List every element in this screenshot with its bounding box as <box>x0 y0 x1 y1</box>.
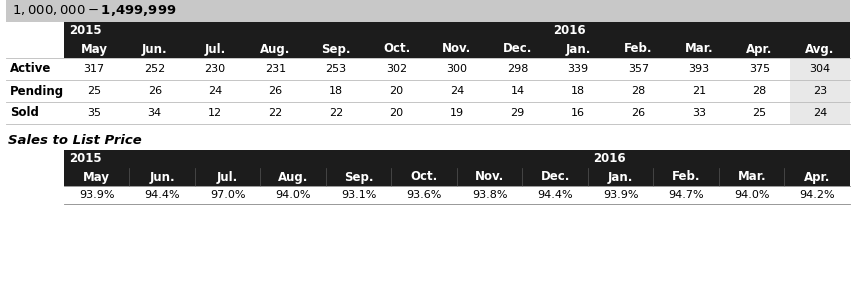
Text: 97.0%: 97.0% <box>210 190 245 200</box>
Text: 94.0%: 94.0% <box>275 190 311 200</box>
Text: 317: 317 <box>84 64 105 74</box>
Text: 94.7%: 94.7% <box>668 190 704 200</box>
Text: 93.8%: 93.8% <box>472 190 507 200</box>
Text: Jun.: Jun. <box>149 171 175 184</box>
Text: 230: 230 <box>205 64 225 74</box>
Text: 2015: 2015 <box>69 152 102 165</box>
Text: 94.4%: 94.4% <box>145 190 180 200</box>
Text: Jan.: Jan. <box>608 171 633 184</box>
Text: Aug.: Aug. <box>278 171 309 184</box>
Text: 25: 25 <box>87 86 101 96</box>
Text: 18: 18 <box>571 86 585 96</box>
Text: Mar.: Mar. <box>737 171 766 184</box>
Text: 19: 19 <box>450 108 464 118</box>
Text: 24: 24 <box>208 86 222 96</box>
Bar <box>6 80 850 102</box>
Text: Sold: Sold <box>10 107 39 120</box>
Text: Oct.: Oct. <box>383 43 411 55</box>
Text: 94.0%: 94.0% <box>734 190 770 200</box>
Text: 300: 300 <box>446 64 468 74</box>
Text: Active: Active <box>10 63 51 75</box>
Text: Jul.: Jul. <box>205 43 225 55</box>
Text: Feb.: Feb. <box>624 43 653 55</box>
Text: 2016: 2016 <box>593 152 626 165</box>
Bar <box>789 102 850 124</box>
Text: 304: 304 <box>809 64 830 74</box>
Text: Oct.: Oct. <box>411 171 438 184</box>
Text: Jun.: Jun. <box>142 43 167 55</box>
Text: Nov.: Nov. <box>442 43 471 55</box>
Text: 93.9%: 93.9% <box>603 190 638 200</box>
Text: 22: 22 <box>329 108 343 118</box>
Text: 34: 34 <box>147 108 162 118</box>
Text: 18: 18 <box>329 86 343 96</box>
Text: Apr.: Apr. <box>804 171 830 184</box>
Text: 298: 298 <box>506 64 528 74</box>
Text: 20: 20 <box>389 86 404 96</box>
Text: Mar.: Mar. <box>685 43 713 55</box>
Text: 339: 339 <box>567 64 589 74</box>
Text: Dec.: Dec. <box>541 171 570 184</box>
Text: 22: 22 <box>268 108 283 118</box>
Text: 28: 28 <box>632 86 645 96</box>
Text: Feb.: Feb. <box>672 171 700 184</box>
Text: 20: 20 <box>389 108 404 118</box>
Text: 26: 26 <box>632 108 645 118</box>
Text: 25: 25 <box>752 108 766 118</box>
Text: Jan.: Jan. <box>566 43 590 55</box>
Text: 94.4%: 94.4% <box>537 190 573 200</box>
Text: May: May <box>81 43 108 55</box>
Text: 35: 35 <box>87 108 101 118</box>
Bar <box>64 22 850 40</box>
Text: 26: 26 <box>268 86 283 96</box>
Text: 231: 231 <box>265 64 286 74</box>
Text: 375: 375 <box>749 64 770 74</box>
Text: Sales to List Price: Sales to List Price <box>8 133 141 147</box>
Text: 93.1%: 93.1% <box>341 190 376 200</box>
Text: Sep.: Sep. <box>321 43 351 55</box>
Bar <box>789 80 850 102</box>
Text: 24: 24 <box>812 108 827 118</box>
Bar <box>64 168 850 186</box>
Bar <box>64 186 850 204</box>
Text: Dec.: Dec. <box>503 43 532 55</box>
Text: 302: 302 <box>386 64 407 74</box>
Text: 93.6%: 93.6% <box>406 190 442 200</box>
Text: Apr.: Apr. <box>746 43 772 55</box>
Text: 357: 357 <box>628 64 649 74</box>
Text: 33: 33 <box>692 108 706 118</box>
Bar <box>6 58 850 80</box>
Text: Nov.: Nov. <box>475 171 505 184</box>
Text: 29: 29 <box>510 108 524 118</box>
Text: Aug.: Aug. <box>261 43 291 55</box>
Text: 393: 393 <box>688 64 710 74</box>
Bar <box>6 0 850 22</box>
Text: Jul.: Jul. <box>217 171 238 184</box>
Text: May: May <box>83 171 111 184</box>
Text: 2015: 2015 <box>69 25 102 38</box>
Text: Pending: Pending <box>10 84 64 98</box>
Text: 93.9%: 93.9% <box>79 190 115 200</box>
Text: 21: 21 <box>692 86 706 96</box>
Text: 26: 26 <box>147 86 162 96</box>
Text: Sep.: Sep. <box>344 171 374 184</box>
Text: $1,000,000 - $1,499,999: $1,000,000 - $1,499,999 <box>12 3 177 18</box>
Text: 14: 14 <box>511 86 524 96</box>
Text: 12: 12 <box>208 108 222 118</box>
Bar <box>789 58 850 80</box>
Text: 24: 24 <box>450 86 464 96</box>
Bar <box>6 102 850 124</box>
Bar <box>64 150 850 168</box>
Text: 2016: 2016 <box>553 25 585 38</box>
Text: 23: 23 <box>812 86 827 96</box>
Text: 94.2%: 94.2% <box>800 190 835 200</box>
Text: Avg.: Avg. <box>805 43 835 55</box>
Text: 253: 253 <box>326 64 346 74</box>
Text: 16: 16 <box>571 108 585 118</box>
Text: 252: 252 <box>144 64 165 74</box>
Bar <box>64 40 850 58</box>
Text: 28: 28 <box>752 86 766 96</box>
